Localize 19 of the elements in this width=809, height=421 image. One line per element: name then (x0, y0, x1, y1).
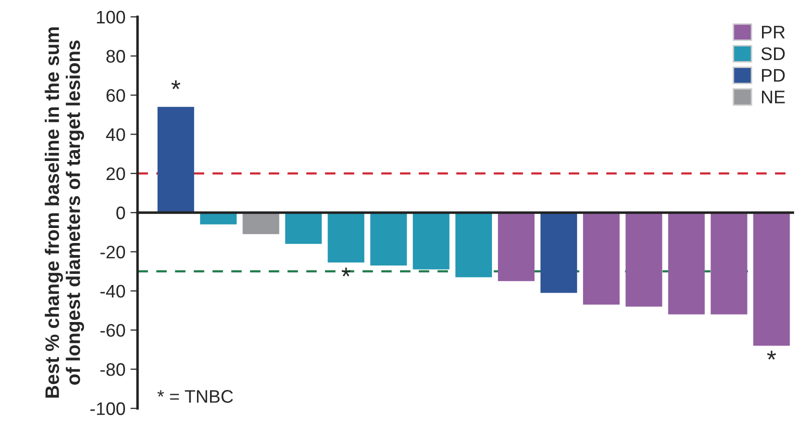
y-tick-label: 20 (106, 167, 126, 180)
y-tick-label: 80 (106, 50, 126, 63)
data-label: * (767, 350, 776, 360)
y-tick-label: -20 (100, 246, 126, 258)
y-tick-label: -60 (100, 324, 126, 337)
annotation: * = TNBC (157, 390, 233, 403)
data-label: * (171, 80, 180, 90)
legend-label: PR (762, 26, 785, 38)
y-tick-label: -100 (90, 402, 126, 416)
legend-label: PD (762, 69, 785, 82)
y-tick-label: 40 (106, 128, 126, 142)
y-tick-label: -80 (100, 363, 126, 376)
y-tick-label: 60 (106, 89, 126, 102)
legend-label: NE (762, 90, 785, 104)
y-tick-label: 0 (116, 206, 126, 220)
y-tick-label: 100 (96, 10, 126, 24)
legend-label: SD (761, 47, 785, 60)
y-tick-label: -40 (100, 284, 126, 298)
y-axis-title: Best % change from baseline in the sum of longest diameters of target lesions (44, 27, 84, 398)
